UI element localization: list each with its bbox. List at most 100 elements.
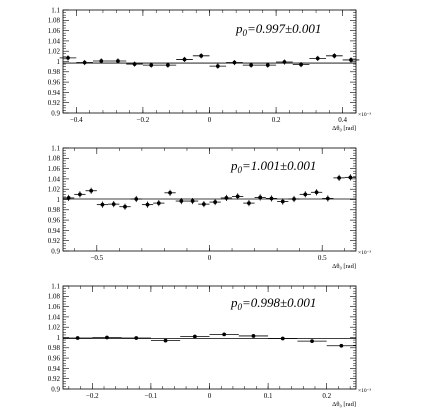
data-point bbox=[76, 59, 93, 66]
data-point bbox=[309, 55, 327, 61]
x-exponent-label: ×10⁻³ bbox=[358, 112, 372, 118]
chart-panel-2: 0.9 0.92 0.94 0.96 0.98 1 1.02 1.04 1.06 1.08 1.1 −… bbox=[48, 144, 372, 270]
data-point bbox=[333, 174, 345, 181]
x-tick-label: 0.5 bbox=[318, 254, 327, 262]
fit-param-value: =0.997±0.001 bbox=[247, 21, 321, 36]
data-point bbox=[265, 195, 278, 202]
marker bbox=[315, 56, 320, 61]
y-tick-label: 1.06 bbox=[48, 303, 61, 311]
marker bbox=[78, 192, 82, 197]
x-axis-title: Δθ₀ [rad] bbox=[332, 263, 356, 270]
marker bbox=[222, 332, 227, 337]
y-tick-label: 0.9 bbox=[51, 247, 60, 255]
data-point bbox=[243, 200, 255, 207]
y-tick-label: 0.96 bbox=[48, 355, 61, 363]
data-point bbox=[209, 198, 221, 206]
fit-param-value: =0.998±0.001 bbox=[242, 295, 316, 310]
marker bbox=[99, 59, 104, 63]
marker bbox=[299, 62, 303, 67]
marker bbox=[269, 196, 274, 201]
data-point bbox=[186, 197, 199, 205]
x-tick-label: −0.1 bbox=[145, 392, 158, 400]
marker bbox=[165, 63, 170, 68]
marker bbox=[182, 57, 187, 62]
marker bbox=[325, 196, 330, 201]
data-point bbox=[198, 201, 210, 208]
y-tick-label: 1.02 bbox=[48, 324, 61, 332]
data-point bbox=[299, 191, 311, 198]
y-tick-label: 1.1 bbox=[51, 144, 60, 152]
data-point bbox=[176, 56, 193, 63]
marker bbox=[116, 59, 120, 63]
y-tick-label: 0.9 bbox=[51, 109, 60, 117]
data-point bbox=[74, 191, 86, 198]
y-tick-label: 1 bbox=[57, 196, 61, 204]
marker bbox=[66, 55, 70, 60]
x-tick-label: 0.2 bbox=[322, 392, 331, 400]
data-point bbox=[153, 200, 165, 207]
data-point bbox=[297, 339, 327, 344]
data-point bbox=[109, 58, 127, 64]
x-tick-label: −0.5 bbox=[90, 254, 103, 262]
x-tick-label: 0.2 bbox=[272, 116, 281, 124]
data-point bbox=[121, 336, 151, 340]
x-tick-label: −0.2 bbox=[137, 116, 150, 124]
marker bbox=[337, 175, 341, 180]
fit-param-value: =1.001±0.001 bbox=[242, 158, 316, 173]
marker bbox=[179, 199, 184, 203]
marker bbox=[247, 201, 251, 206]
data-point bbox=[142, 62, 160, 68]
data-point bbox=[164, 189, 176, 196]
fit-result-label: p0=1.001±0.001 bbox=[230, 158, 316, 175]
data-point bbox=[292, 62, 310, 68]
y-tick-label: 1.02 bbox=[48, 48, 61, 56]
marker bbox=[156, 201, 161, 206]
y-tick-label: 1 bbox=[57, 334, 61, 342]
y-tick-label: 1 bbox=[57, 58, 61, 66]
x-tick-label: −0.4 bbox=[70, 116, 83, 124]
data-point bbox=[238, 334, 269, 338]
marker bbox=[105, 335, 109, 340]
fit-param-name: p bbox=[230, 295, 238, 310]
y-tick-label: 0.92 bbox=[48, 237, 61, 245]
y-tick-label: 1.1 bbox=[51, 6, 60, 14]
data-point bbox=[259, 62, 277, 68]
marker bbox=[75, 336, 80, 340]
y-tick-label: 0.94 bbox=[48, 227, 61, 235]
data-point bbox=[150, 338, 181, 343]
marker bbox=[132, 62, 137, 66]
marker bbox=[265, 63, 270, 68]
data-point bbox=[310, 189, 323, 196]
marker bbox=[111, 202, 116, 207]
marker bbox=[100, 202, 105, 207]
marker bbox=[235, 194, 240, 199]
marker bbox=[145, 202, 150, 207]
y-tick-label: 1.1 bbox=[51, 282, 60, 290]
x-tick-label: −0.2 bbox=[86, 392, 99, 400]
data-point bbox=[342, 57, 360, 63]
y-tick-label: 1.04 bbox=[48, 313, 61, 321]
marker bbox=[249, 63, 254, 68]
x-exponent-label: ×10⁻³ bbox=[358, 388, 372, 394]
marker bbox=[280, 199, 285, 204]
y-tick-label: 0.96 bbox=[48, 79, 61, 87]
data-point bbox=[96, 201, 109, 208]
marker bbox=[303, 192, 308, 197]
marker bbox=[190, 199, 195, 203]
marker bbox=[192, 334, 197, 339]
y-tick-label: 1.06 bbox=[48, 27, 61, 35]
marker bbox=[339, 343, 344, 348]
fit-param-name: p bbox=[235, 21, 243, 36]
y-tick-label: 0.94 bbox=[48, 365, 61, 373]
data-point bbox=[242, 62, 260, 68]
fit-result-label: p0=0.997±0.001 bbox=[235, 21, 321, 38]
data-point bbox=[277, 198, 289, 205]
y-tick-label: 0.98 bbox=[48, 344, 61, 352]
y-tick-label: 0.9 bbox=[51, 385, 60, 393]
data-point bbox=[175, 197, 187, 205]
data-point bbox=[126, 61, 143, 67]
data-point bbox=[268, 336, 298, 341]
marker bbox=[314, 190, 319, 195]
marker bbox=[89, 188, 94, 193]
